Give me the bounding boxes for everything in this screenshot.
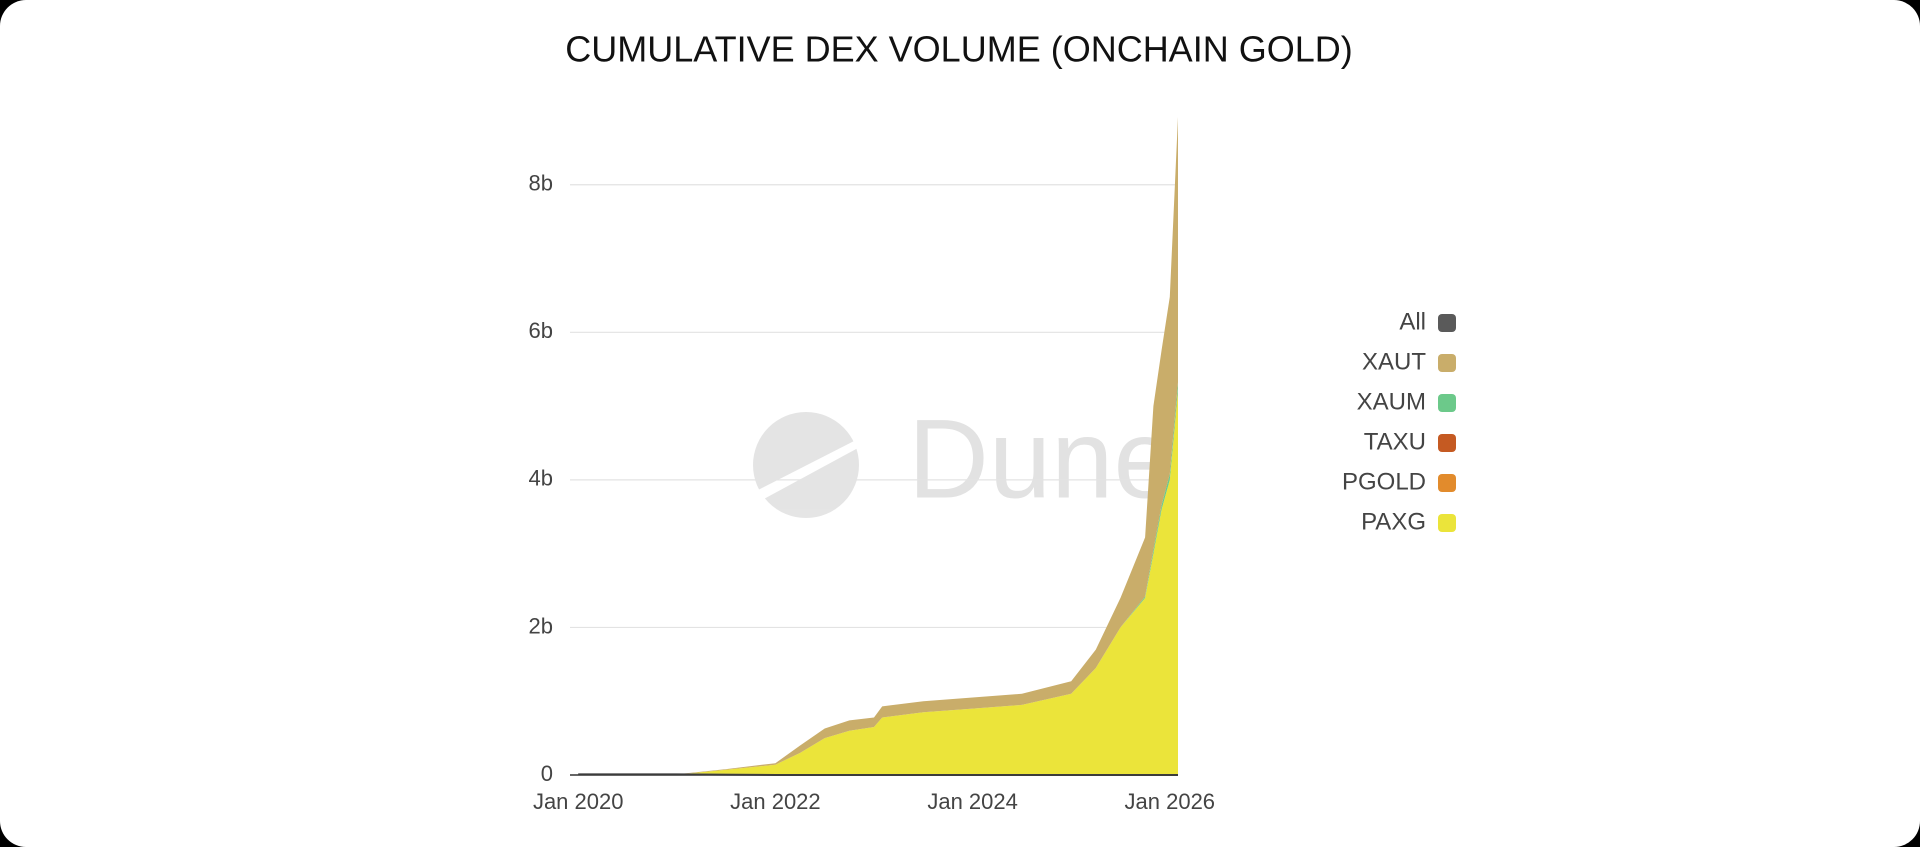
legend-swatch	[1438, 394, 1456, 412]
y-tick-label: 0	[541, 761, 553, 786]
legend-label: XAUM	[1357, 388, 1426, 415]
legend-label: All	[1399, 308, 1426, 335]
legend-swatch	[1438, 514, 1456, 532]
y-tick-label: 4b	[529, 466, 553, 491]
x-tick-label: Jan 2020	[533, 789, 624, 814]
legend-swatch	[1438, 354, 1456, 372]
legend-label: XAUT	[1362, 348, 1426, 375]
legend-swatch	[1438, 434, 1456, 452]
x-tick-label: Jan 2024	[927, 789, 1018, 814]
y-tick-label: 2b	[529, 613, 553, 638]
watermark-stripe	[758, 440, 858, 500]
legend-label: TAXU	[1364, 428, 1426, 455]
watermark-icon	[753, 412, 859, 518]
y-tick-label: 6b	[529, 318, 553, 343]
legend-label: PGOLD	[1342, 468, 1426, 495]
watermark-circle	[753, 412, 859, 518]
x-tick-label: Jan 2022	[730, 789, 821, 814]
x-tick-label: Jan 2026	[1125, 789, 1216, 814]
chart-title: CUMULATIVE DEX VOLUME (ONCHAIN GOLD)	[565, 29, 1352, 70]
y-tick-label: 8b	[529, 171, 553, 196]
watermark: Dune	[908, 397, 1176, 522]
legend-swatch	[1438, 474, 1456, 492]
legend-label: PAXG	[1361, 508, 1426, 535]
area	[578, 391, 1178, 775]
legend-swatch	[1438, 314, 1456, 332]
